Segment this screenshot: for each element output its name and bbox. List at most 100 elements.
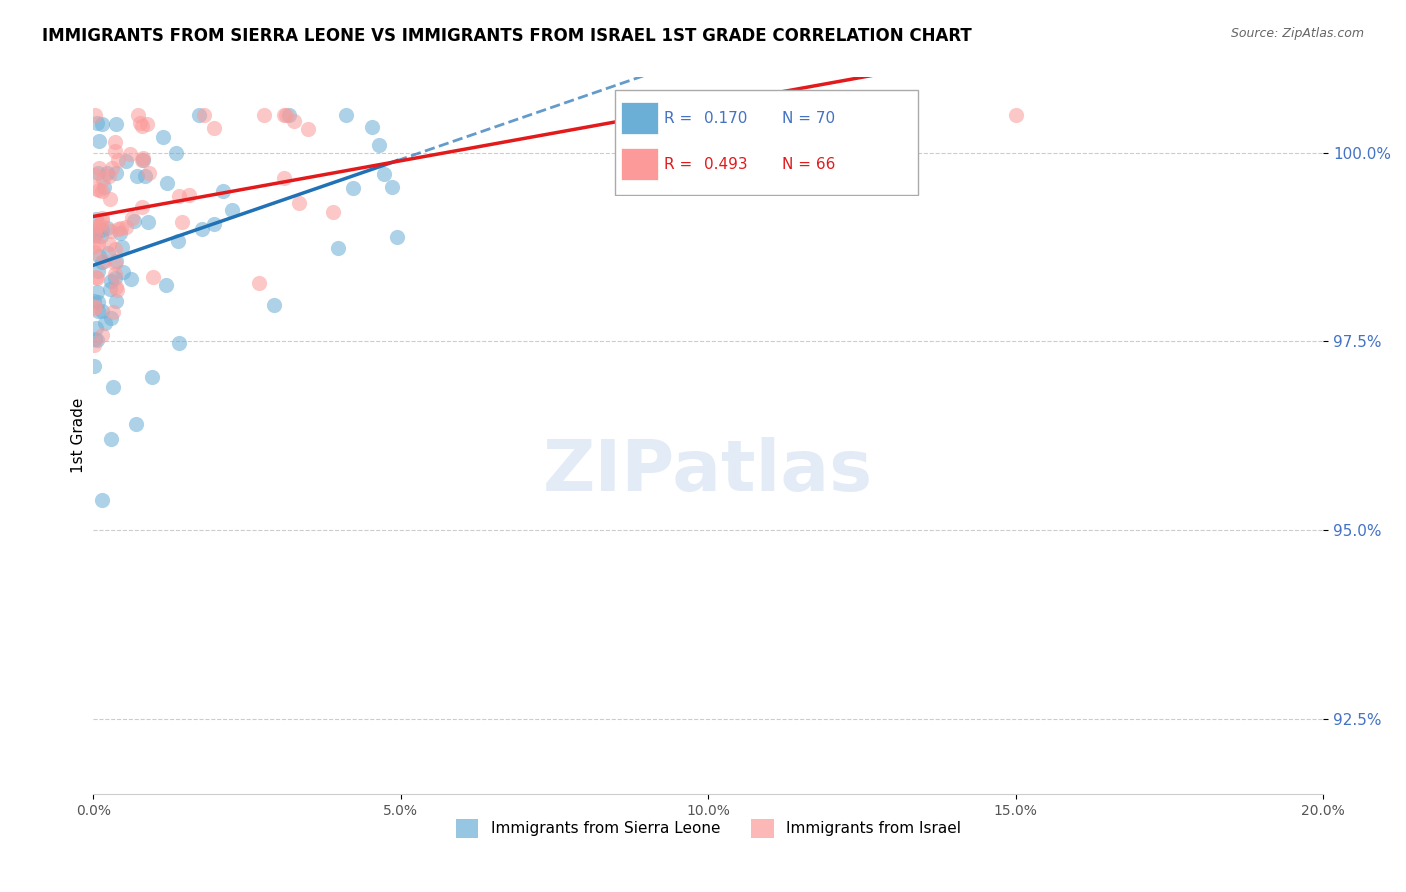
Immigrants from Sierra Leone [96, 221, 118, 235]
Immigrants from Israel [322, 205, 344, 219]
Immigrants from Sierra Leone [368, 138, 391, 153]
Immigrants from Sierra Leone [104, 166, 127, 180]
Text: R =: R = [664, 111, 697, 126]
Immigrants from Sierra Leone [125, 417, 148, 431]
Bar [621, 148, 658, 180]
Immigrants from Israel [105, 280, 128, 294]
Immigrants from Israel [83, 245, 105, 260]
Immigrants from Israel [288, 196, 311, 211]
Immigrants from Israel [91, 172, 114, 186]
Immigrants from Israel [83, 239, 105, 253]
Immigrants from Israel [179, 188, 201, 202]
Immigrants from Israel [84, 169, 107, 183]
Legend: Immigrants from Sierra Leone, Immigrants from Israel: Immigrants from Sierra Leone, Immigrants… [450, 813, 967, 844]
Immigrants from Israel [105, 283, 128, 297]
Immigrants from Sierra Leone [152, 129, 174, 144]
Immigrants from Sierra Leone [86, 285, 108, 300]
Immigrants from Israel [104, 256, 127, 270]
Immigrants from Israel [172, 215, 194, 229]
Immigrants from Israel [274, 108, 297, 122]
Immigrants from Sierra Leone [188, 108, 211, 122]
Immigrants from Israel [107, 153, 129, 167]
Immigrants from Israel [107, 221, 129, 235]
Immigrants from Sierra Leone [83, 226, 105, 240]
Immigrants from Sierra Leone [169, 335, 191, 350]
Immigrants from Sierra Leone [141, 369, 163, 384]
Immigrants from Sierra Leone [328, 241, 350, 255]
Immigrants from Sierra Leone [360, 120, 382, 134]
Immigrants from Sierra Leone [100, 310, 122, 325]
Immigrants from Israel [91, 211, 114, 226]
Immigrants from Sierra Leone [110, 240, 132, 254]
Immigrants from Sierra Leone [91, 223, 114, 237]
Immigrants from Sierra Leone [342, 180, 364, 194]
Immigrants from Israel [283, 113, 305, 128]
Immigrants from Sierra Leone [385, 229, 408, 244]
Immigrants from Israel [129, 116, 152, 130]
Immigrants from Sierra Leone [87, 134, 110, 148]
Immigrants from Sierra Leone [104, 294, 127, 309]
Immigrants from Sierra Leone [87, 263, 110, 277]
Immigrants from Israel [86, 181, 108, 195]
Immigrants from Sierra Leone [167, 235, 190, 249]
Immigrants from Sierra Leone [91, 255, 114, 269]
Immigrants from Sierra Leone [83, 332, 105, 346]
Immigrants from Israel [84, 301, 107, 315]
Immigrants from Sierra Leone [86, 116, 108, 130]
Immigrants from Israel [104, 242, 127, 256]
Text: R =: R = [664, 157, 697, 171]
Immigrants from Sierra Leone [127, 169, 149, 184]
Immigrants from Sierra Leone [120, 272, 142, 286]
Immigrants from Israel [103, 305, 125, 319]
Immigrants from Sierra Leone [90, 229, 112, 244]
Immigrants from Israel [97, 237, 120, 252]
Immigrants from Sierra Leone [105, 117, 128, 131]
Immigrants from Sierra Leone [335, 108, 357, 122]
Immigrants from Israel [127, 108, 149, 122]
Immigrants from Sierra Leone [155, 277, 177, 292]
Immigrants from Israel [167, 188, 190, 202]
Immigrants from Israel [100, 224, 122, 238]
Immigrants from Sierra Leone [105, 253, 128, 268]
Immigrants from Israel [91, 184, 114, 198]
Immigrants from Israel [84, 224, 107, 238]
Immigrants from Israel [118, 146, 141, 161]
Immigrants from Israel [138, 166, 160, 180]
Immigrants from Sierra Leone [202, 217, 225, 231]
Immigrants from Israel [93, 254, 115, 268]
Immigrants from Sierra Leone [84, 211, 107, 226]
Immigrants from Sierra Leone [87, 295, 110, 310]
Bar [621, 102, 658, 134]
Immigrants from Israel [131, 200, 153, 214]
Immigrants from Sierra Leone [100, 433, 122, 447]
Immigrants from Israel [98, 169, 121, 184]
Y-axis label: 1st Grade: 1st Grade [72, 398, 86, 474]
Immigrants from Israel [104, 144, 127, 158]
Immigrants from Israel [273, 108, 295, 122]
Immigrants from Israel [142, 270, 165, 285]
Immigrants from Sierra Leone [91, 303, 114, 318]
Immigrants from Sierra Leone [90, 493, 112, 508]
Immigrants from Sierra Leone [381, 180, 404, 194]
Immigrants from Sierra Leone [221, 202, 243, 217]
Immigrants from Israel [86, 236, 108, 251]
Immigrants from Israel [90, 327, 112, 342]
Immigrants from Israel [136, 118, 159, 132]
Immigrants from Sierra Leone [122, 214, 145, 228]
Text: 0.493: 0.493 [704, 157, 748, 171]
Immigrants from Sierra Leone [96, 166, 118, 180]
Immigrants from Israel [104, 135, 127, 149]
Immigrants from Sierra Leone [278, 108, 301, 122]
Immigrants from Israel [101, 161, 124, 175]
Immigrants from Israel [253, 108, 276, 122]
Immigrants from Sierra Leone [104, 270, 127, 285]
Text: Source: ZipAtlas.com: Source: ZipAtlas.com [1230, 27, 1364, 40]
Immigrants from Israel [91, 214, 114, 228]
Immigrants from Israel [86, 269, 108, 284]
Immigrants from Sierra Leone [93, 316, 115, 330]
Immigrants from Sierra Leone [156, 177, 179, 191]
Immigrants from Israel [193, 108, 215, 122]
Immigrants from Sierra Leone [83, 359, 105, 373]
Text: N = 66: N = 66 [782, 157, 835, 171]
Immigrants from Israel [87, 183, 110, 197]
